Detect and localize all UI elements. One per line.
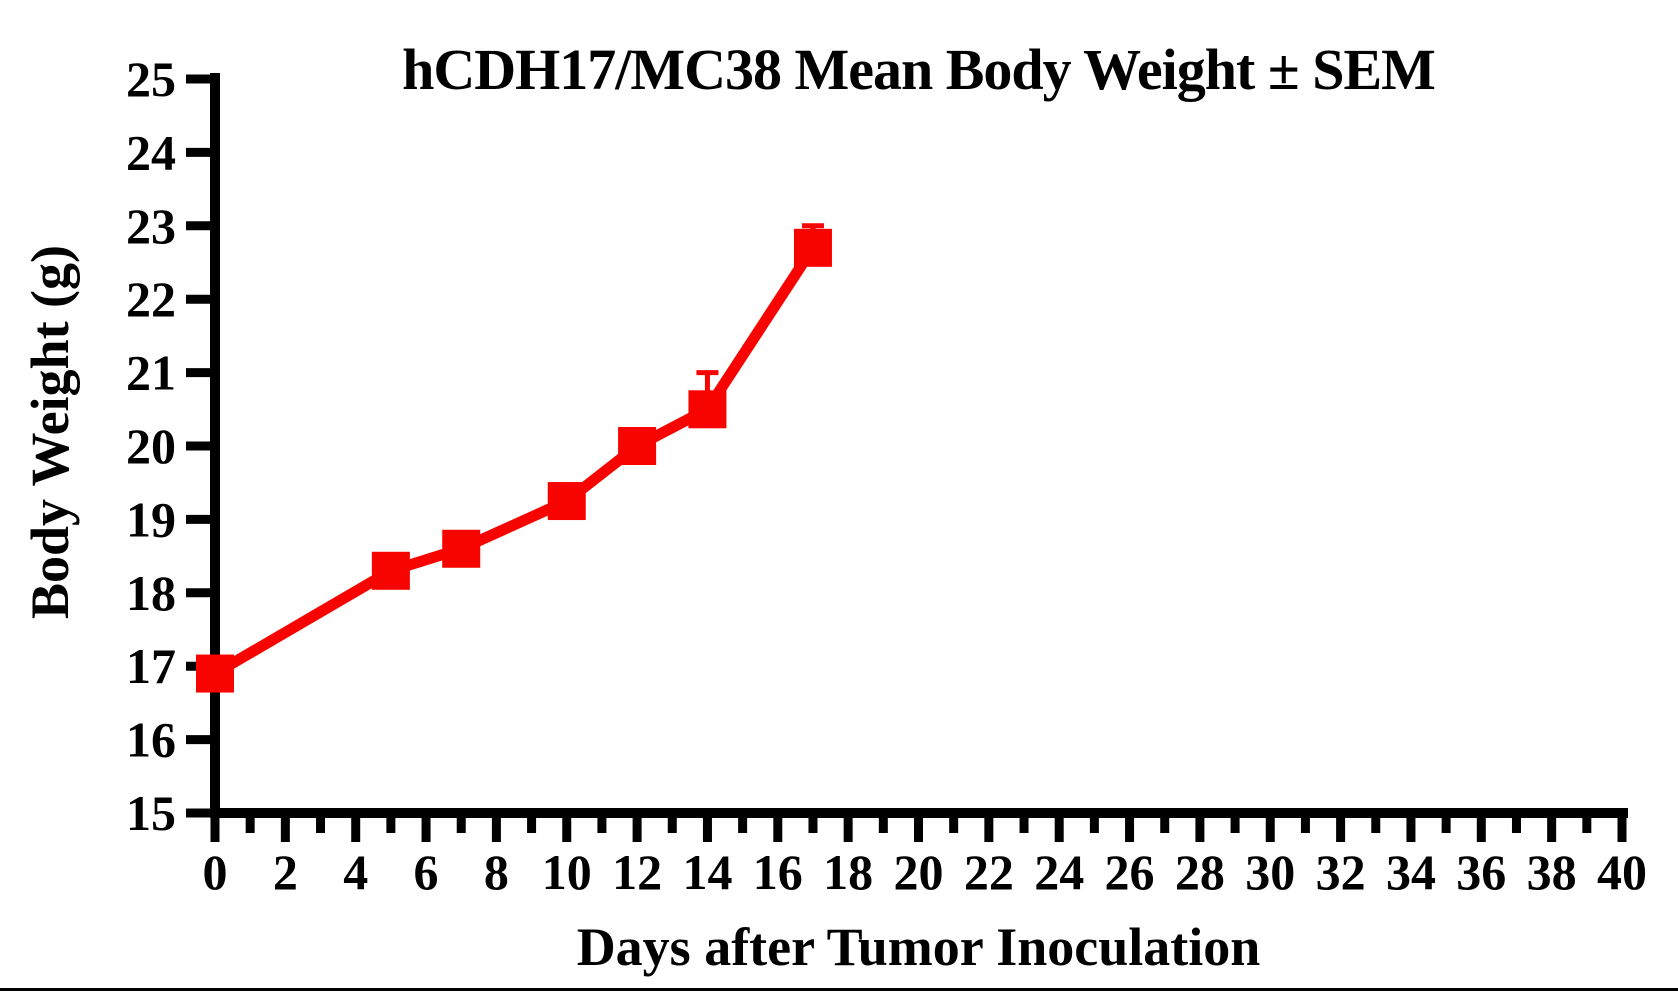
svg-text:17: 17 — [126, 638, 176, 694]
svg-text:25: 25 — [126, 51, 176, 107]
data-point-marker — [547, 482, 586, 521]
x-axis-title: Days after Tumor Inoculation — [576, 917, 1261, 977]
svg-text:20: 20 — [126, 418, 176, 474]
svg-text:28: 28 — [1175, 844, 1225, 900]
chart-title: hCDH17/MC38 Mean Body Weight ± SEM — [402, 37, 1436, 102]
svg-text:12: 12 — [612, 844, 662, 900]
svg-text:22: 22 — [126, 271, 176, 327]
series-hCDH17/MC38 — [196, 223, 832, 693]
svg-text:24: 24 — [1034, 844, 1084, 900]
svg-text:22: 22 — [964, 844, 1014, 900]
svg-text:14: 14 — [682, 844, 732, 900]
svg-text:10: 10 — [542, 844, 592, 900]
svg-text:26: 26 — [1105, 844, 1155, 900]
svg-text:0: 0 — [203, 844, 228, 900]
svg-text:40: 40 — [1597, 844, 1647, 900]
svg-text:23: 23 — [126, 198, 176, 254]
svg-text:19: 19 — [126, 491, 176, 547]
data-point-marker — [442, 529, 481, 568]
axes — [210, 73, 1628, 818]
data-point-marker — [618, 427, 657, 465]
y-axis-tick-labels: 15 16 17 18 19 20 21 22 23 24 25 — [126, 51, 176, 841]
svg-text:18: 18 — [823, 844, 873, 900]
series-line — [212, 244, 818, 679]
data-point-marker — [793, 228, 832, 267]
svg-text:32: 32 — [1316, 844, 1366, 900]
x-axis-ticks — [210, 818, 1627, 842]
svg-text:16: 16 — [753, 844, 803, 900]
data-point-marker — [196, 654, 234, 693]
svg-text:8: 8 — [484, 844, 509, 900]
svg-text:16: 16 — [126, 712, 176, 768]
svg-text:30: 30 — [1245, 844, 1295, 900]
y-axis-ticks — [186, 74, 210, 818]
svg-text:24: 24 — [126, 124, 176, 180]
data-point-marker — [371, 551, 410, 590]
svg-text:38: 38 — [1527, 844, 1577, 900]
svg-text:6: 6 — [414, 844, 439, 900]
data-point-marker — [688, 390, 727, 429]
svg-text:34: 34 — [1386, 844, 1436, 900]
bottom-divider — [0, 988, 1678, 991]
svg-text:18: 18 — [126, 565, 176, 621]
svg-text:20: 20 — [894, 844, 944, 900]
svg-text:15: 15 — [126, 785, 176, 841]
x-axis-tick-labels: 0 2 4 6 8 10 12 14 16 18 20 22 24 26 28 30 32 34 36 38 40 — [203, 844, 1648, 900]
data-point-markers — [196, 228, 832, 693]
svg-text:4: 4 — [343, 844, 368, 900]
svg-text:2: 2 — [273, 844, 298, 900]
svg-text:21: 21 — [126, 345, 176, 401]
svg-text:36: 36 — [1456, 844, 1506, 900]
